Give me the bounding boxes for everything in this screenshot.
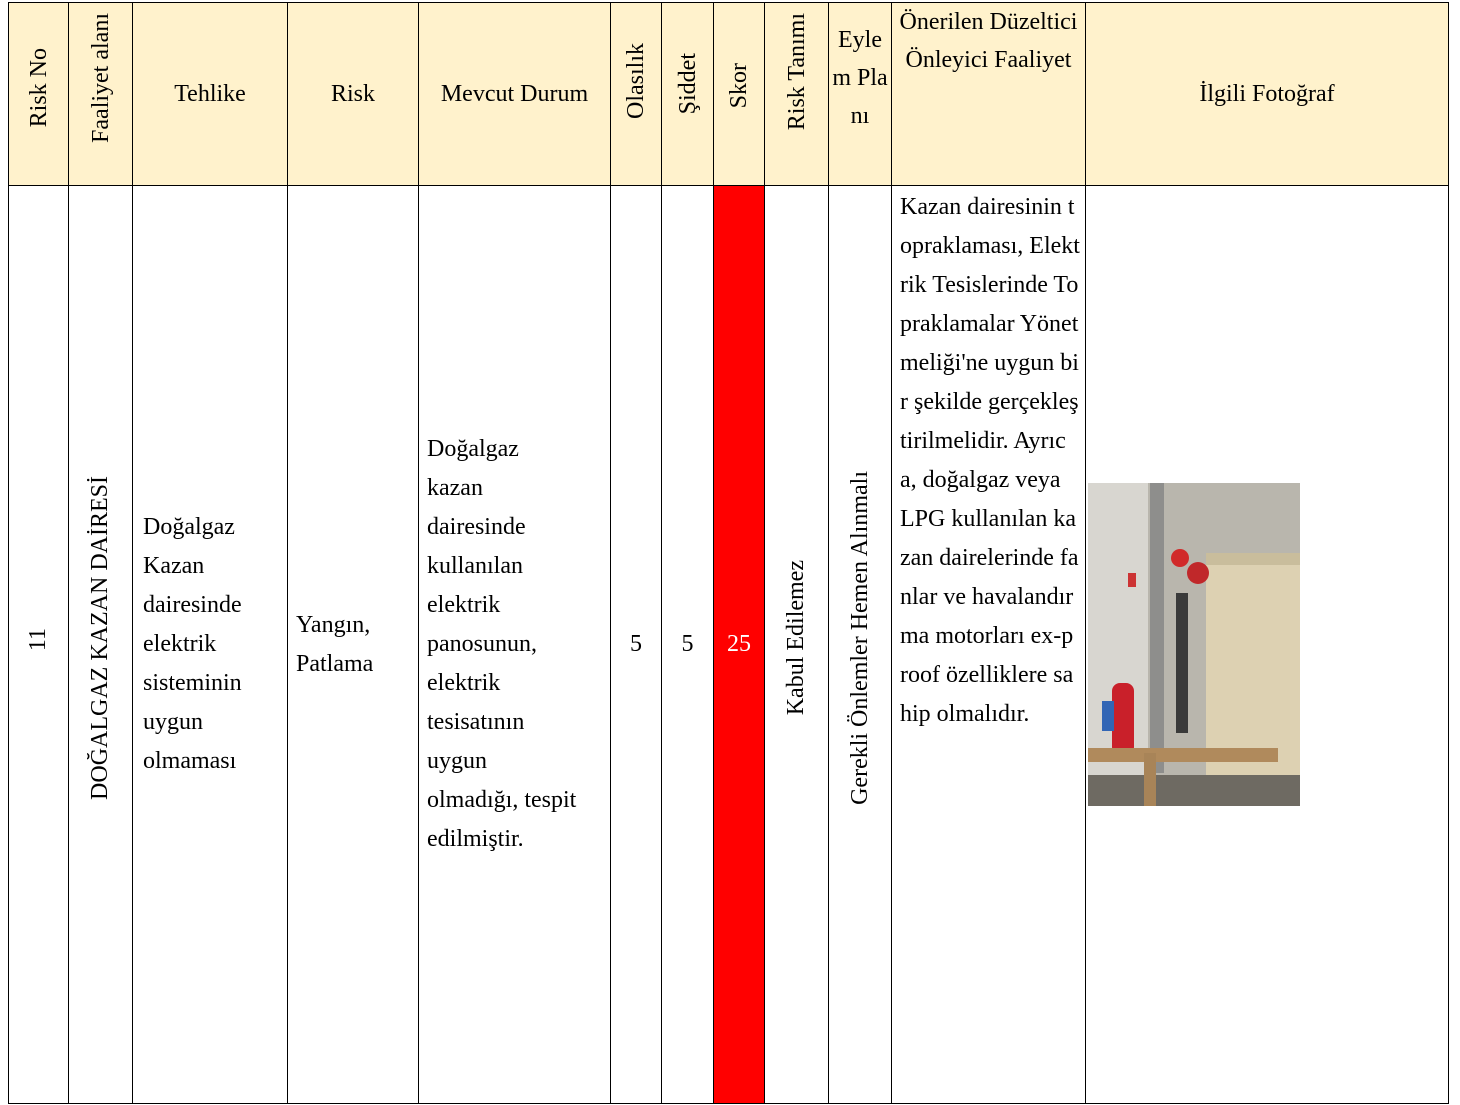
header-cell: Şiddet — [661, 2, 714, 186]
activity-area: DOĞALGAZ KAZAN DAİRESİ — [87, 476, 113, 800]
cell: DOĞALGAZ KAZAN DAİRESİ — [68, 185, 133, 1104]
header-cell: Risk Tanımı — [764, 2, 829, 186]
probability: 5 — [610, 185, 662, 1104]
photo — [1088, 483, 1300, 806]
severity: 5 — [661, 185, 714, 1104]
header-cell: Tehlike — [132, 2, 288, 186]
header-row: Risk No Faaliyet alanı Tehlike Risk Mevc… — [8, 2, 1449, 186]
cell: 11 — [8, 185, 69, 1104]
hazard: Doğalgaz Kazan dairesinde elektrik siste… — [132, 185, 288, 1104]
header-cell: Risk No — [8, 2, 69, 186]
body-row: 11 DOĞALGAZ KAZAN DAİRESİ Doğalgaz Kazan… — [8, 185, 1449, 1104]
header-cell: Önerilen Düzeltici Önleyici Faaliyet — [891, 2, 1086, 186]
header-cell: Faaliyet alanı — [68, 2, 133, 186]
header-text: Skor — [726, 63, 752, 109]
header-text: Şiddet — [674, 53, 701, 115]
header-cell: Risk — [287, 2, 419, 186]
risk-definition: Kabul Edilemez — [783, 560, 809, 716]
header-text: Faaliyet alanı — [87, 13, 114, 143]
action-plan: Gerekli Önlemler Hemen Alınmalı — [846, 471, 873, 805]
header-text: Risk Tanımı — [783, 13, 810, 131]
header-cell: İlgili Fotoğraf — [1085, 2, 1449, 186]
header-cell: Mevcut Durum — [418, 2, 611, 186]
photo-cell — [1085, 185, 1449, 1104]
cell: Gerekli Önlemler Hemen Alınmalı — [828, 185, 892, 1104]
current-state: Doğalgaz kazan dairesinde kullanılan ele… — [418, 185, 611, 1104]
cell: Kabul Edilemez — [764, 185, 829, 1104]
header-text: Olasılık — [623, 43, 649, 119]
risk-no: 11 — [25, 627, 51, 651]
corrective-action: Kazan dairesinin topraklaması, Elektrik … — [891, 185, 1086, 1104]
risk: Yangın, Patlama — [287, 185, 419, 1104]
header-text: Risk No — [25, 48, 52, 128]
score: 25 — [713, 185, 765, 1104]
risk-table: Risk No Faaliyet alanı Tehlike Risk Mevc… — [8, 2, 1449, 1104]
header-cell: Olasılık — [610, 2, 662, 186]
header-cell: Skor — [713, 2, 765, 186]
header-cell: Eylem Planı — [828, 2, 892, 186]
